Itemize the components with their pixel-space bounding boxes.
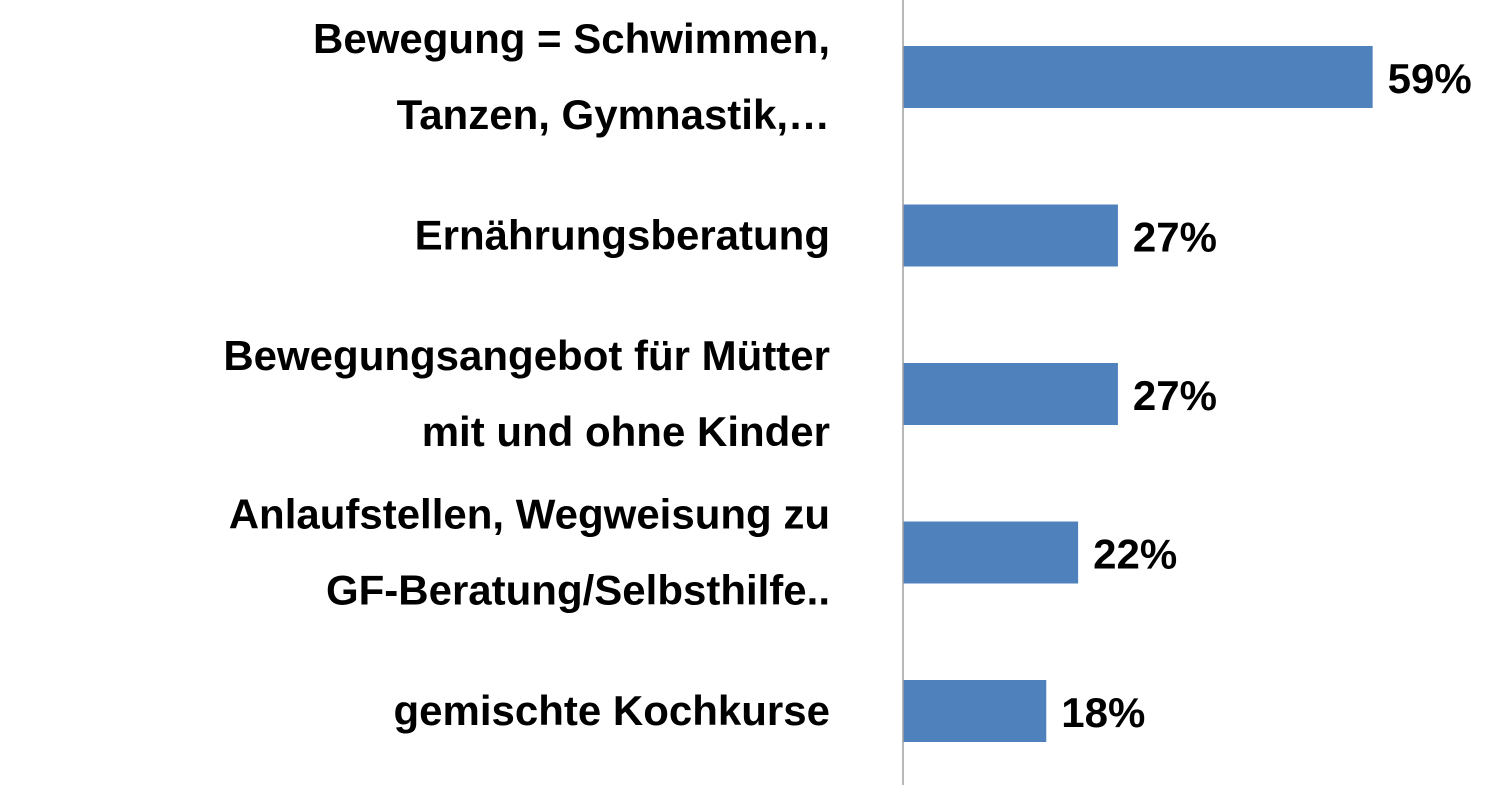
bar bbox=[903, 521, 1079, 584]
value-label: 27% bbox=[1133, 372, 1217, 419]
bar bbox=[903, 363, 1118, 425]
category-label: Bewegungsangebot für Mütter bbox=[223, 332, 830, 379]
category-label: Bewegung = Schwimmen, bbox=[313, 15, 830, 62]
category-label: mit und ohne Kinder bbox=[422, 408, 830, 455]
value-label: 18% bbox=[1061, 689, 1145, 736]
bar bbox=[903, 204, 1118, 267]
category-label: Tanzen, Gymnastik,… bbox=[397, 91, 830, 138]
value-label: 59% bbox=[1388, 55, 1472, 102]
bar bbox=[903, 46, 1373, 108]
category-label: Anlaufstellen, Wegweisung zu bbox=[229, 491, 830, 538]
value-label: 22% bbox=[1093, 531, 1177, 578]
category-label: Ernährungsberatung bbox=[415, 212, 830, 259]
bar bbox=[903, 680, 1047, 742]
category-label: GF-Beratung/Selbsthilfe.. bbox=[326, 567, 830, 614]
category-label: gemischte Kochkurse bbox=[394, 687, 831, 734]
value-label: 27% bbox=[1133, 214, 1217, 261]
